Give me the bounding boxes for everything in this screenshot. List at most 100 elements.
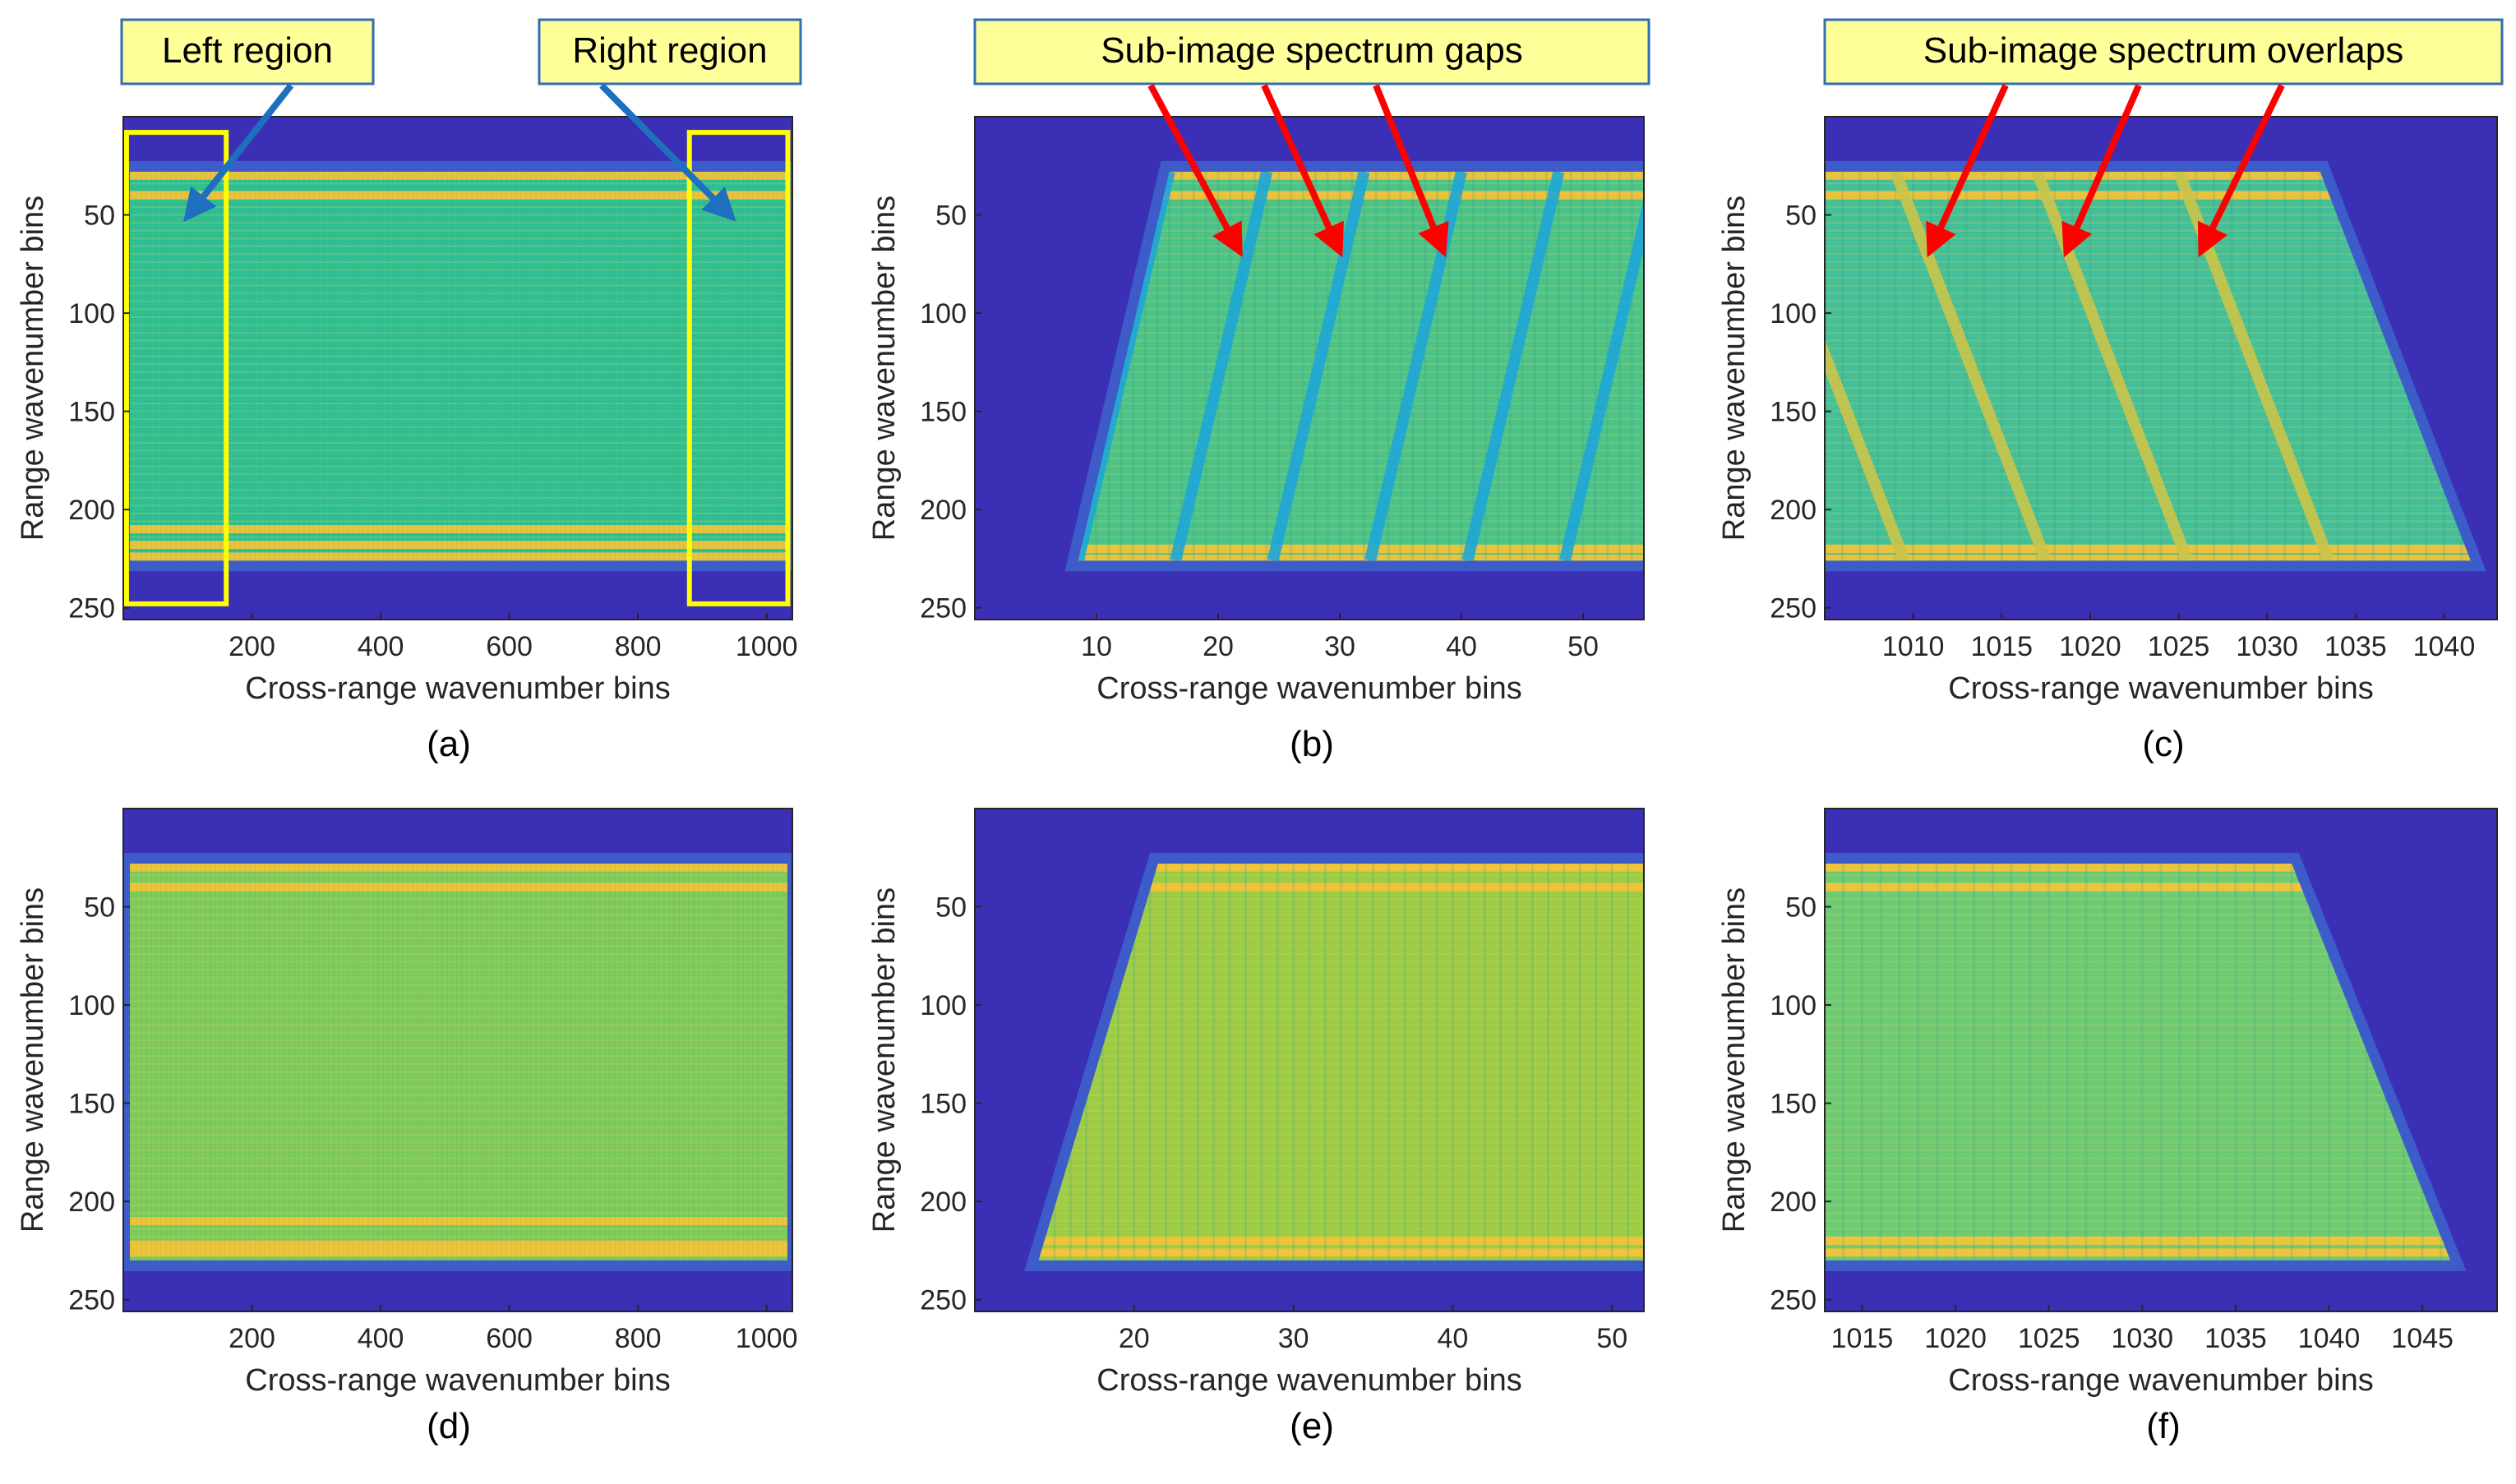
x-tick-label: 1035: [2204, 1323, 2267, 1354]
bright-band: [1825, 883, 2451, 892]
x-tick-label: 1010: [1882, 631, 1945, 662]
y-axis-label: Range wavenumber bins: [16, 887, 50, 1233]
x-tick-label: 1000: [736, 631, 798, 662]
heatmap-a: [123, 117, 792, 620]
axes-frame: [122, 116, 793, 620]
x-tick-label: 40: [1438, 1323, 1469, 1354]
spectrum-body: [130, 171, 787, 561]
x-tick-label: 400: [358, 1323, 404, 1354]
y-tick-label: 200: [920, 1187, 967, 1218]
y-tick-label: 50: [84, 200, 115, 232]
x-tick-label: 50: [1567, 631, 1599, 662]
y-tick-label: 150: [1770, 397, 1817, 428]
heatmap-c: [1825, 117, 2497, 620]
x-tick-label: 1025: [2018, 1323, 2080, 1354]
panel-caption: (f): [2146, 1406, 2181, 1446]
x-tick-label: 1000: [736, 1323, 798, 1354]
arrow-gap-2: [1261, 84, 1344, 258]
axes-frame: [974, 116, 1645, 620]
panel-f: 1015 1020 1025 1030 1035 1040 1045 50 100 150 200 2…: [1717, 808, 2498, 1446]
axes-frame: [122, 808, 793, 1312]
y-tick-label: 150: [1770, 1089, 1817, 1120]
bright-band: [130, 883, 787, 892]
y-tick-label: 100: [1770, 298, 1817, 330]
y-tick-label: 200: [920, 495, 967, 526]
x-tick-label: 1030: [2111, 1323, 2173, 1354]
panel-a: 200 400 600 800 1000 50 100 150 200 250 Cross-rang…: [16, 116, 798, 764]
callout-gaps: Sub-image spectrum gaps: [973, 18, 1650, 85]
x-tick-label: 10: [1081, 631, 1112, 662]
x-tick-label: 1025: [2148, 631, 2210, 662]
arrow-overlap-2: [2061, 84, 2142, 258]
stripe-1: [1825, 171, 1910, 561]
stripe-3: [1267, 171, 1370, 561]
y-tick-label: 150: [920, 397, 967, 428]
arrow-right-region: [599, 83, 736, 222]
axes-frame: [974, 808, 1645, 1312]
bright-band: [1825, 544, 2471, 553]
bright-band: [130, 552, 787, 561]
x-tick-label: 400: [358, 631, 404, 662]
bright-band: [130, 863, 787, 872]
panel-caption: (b): [1290, 724, 1334, 764]
x-tick-label: 1040: [2413, 631, 2476, 662]
x-tick-label: 600: [486, 631, 533, 662]
y-tick-label: 200: [1770, 495, 1817, 526]
y-tick-label: 250: [920, 593, 967, 624]
y-tick-label: 50: [935, 200, 967, 232]
panel-caption: (a): [427, 724, 471, 764]
panels-layer: 200 400 600 800 1000 50 100 150 200 250 Cross-rang…: [16, 116, 2498, 1446]
panel-e: 20 30 40 50 50 100 150 200 250 Cross-range wavenu…: [867, 808, 1645, 1446]
bright-band: [1825, 1248, 2451, 1257]
x-axis-label: Cross-range wavenumber bins: [1096, 671, 1521, 706]
y-tick-label: 200: [1770, 1187, 1817, 1218]
arrow-overlap-3: [2197, 84, 2285, 258]
panel-caption: (c): [2142, 724, 2184, 764]
stripe-2: [1170, 171, 1273, 561]
right-region-box: [686, 130, 791, 606]
y-tick-label: 100: [1770, 990, 1817, 1021]
stripe-5: [1461, 171, 1565, 561]
bright-band: [1078, 544, 1644, 553]
callout-overlaps: Sub-image spectrum overlaps: [1823, 18, 2504, 85]
arrow-gap-3: [1373, 84, 1449, 258]
y-tick-label: 100: [68, 990, 115, 1021]
x-axis-label: Cross-range wavenumber bins: [1948, 671, 2373, 706]
y-tick-label: 200: [68, 495, 115, 526]
callout-gaps-text: Sub-image spectrum gaps: [1101, 30, 1523, 71]
x-axis-label: Cross-range wavenumber bins: [245, 1363, 670, 1398]
callout-right-region-text: Right region: [572, 30, 767, 71]
bright-band: [1038, 863, 1644, 872]
axes-frame: [1824, 116, 2498, 620]
x-tick-label: 1015: [1831, 1323, 1894, 1354]
y-tick-label: 250: [1770, 1285, 1817, 1316]
bright-band: [1825, 171, 2471, 180]
x-tick-label: 20: [1119, 1323, 1150, 1354]
callout-overlaps-text: Sub-image spectrum overlaps: [1923, 30, 2403, 71]
arrow-overlap-1: [1926, 84, 2009, 258]
bright-band: [1078, 554, 1644, 561]
x-tick-label: 1045: [2391, 1323, 2454, 1354]
x-tick-label: 1040: [2298, 1323, 2361, 1354]
panel-d: 200 400 600 800 1000 50 100 150 200 250 Cross-rang…: [16, 808, 798, 1446]
stripe-6: [1558, 171, 1644, 561]
bright-band: [1038, 1236, 1644, 1245]
y-tick-label: 50: [935, 892, 967, 924]
y-axis-label: Range wavenumber bins: [867, 887, 902, 1233]
bright-band: [130, 525, 787, 534]
y-tick-label: 50: [1785, 892, 1817, 924]
stripe-1: [1078, 171, 1175, 561]
annotations-layer: Left region Right region Sub-image spect…: [120, 18, 2504, 258]
y-tick-label: 100: [68, 298, 115, 330]
y-tick-label: 250: [68, 593, 115, 624]
panel-c: 1010 1015 1020 1025 1030 1035 1040 50 100 150 200 2…: [1717, 116, 2498, 764]
heatmap-d: [123, 809, 792, 1311]
heatmap-f: [1825, 809, 2497, 1311]
spectrum-body: [1825, 171, 2471, 561]
x-tick-label: 1020: [2059, 631, 2121, 662]
arrow-left-region: [183, 83, 294, 223]
bright-band: [130, 191, 787, 200]
x-tick-label: 30: [1324, 631, 1355, 662]
bright-band: [1825, 191, 2471, 200]
